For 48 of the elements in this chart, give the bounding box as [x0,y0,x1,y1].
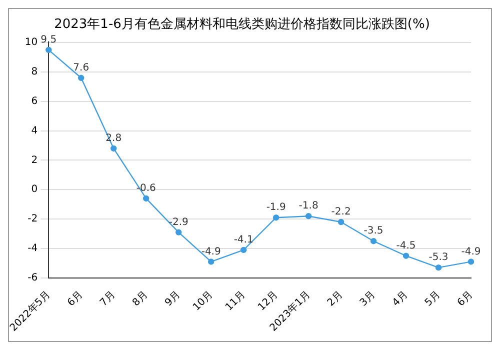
point [143,195,150,202]
data-label: -4.9 [461,246,481,258]
y-tick-label: -6 [28,272,38,284]
point [272,214,280,221]
point [370,238,377,244]
data-label: -1.8 [298,200,318,212]
x-tick-label: 2月 [326,289,345,309]
x-tick-label: 7月 [98,289,118,309]
x-tick-label: 12月 [256,289,280,314]
x-tick-label: 3月 [358,289,378,309]
x-tick-label: 8月 [130,289,150,309]
point [175,229,182,236]
data-label: -5.3 [428,252,448,264]
x-tick-label: 5月 [423,289,442,309]
x-tick-label: 6月 [66,289,86,309]
data-label: -3.5 [364,226,384,237]
x-tick-label: 11月 [224,289,248,314]
point [78,74,84,81]
y-tick-label: -2 [28,214,38,225]
data-label: -4.9 [201,246,221,258]
point [110,145,117,152]
data-label: -4.1 [234,234,254,246]
x-tick-label: 4月 [390,289,410,309]
point [305,213,312,220]
data-label: -2.2 [331,206,351,218]
y-tick-label: -4 [28,243,38,254]
chart-title: 2023年1-6月有色金属材料和电线类购进价格指数同比涨跌图(%) [54,17,430,32]
y-tick-label: 10 [24,37,38,48]
data-label: 9.5 [40,34,57,46]
point [240,246,247,254]
x-tick-label: 6月 [456,289,475,309]
x-tick-label: 10月 [191,289,216,314]
y-tick-label: 4 [31,125,38,136]
y-tick-label: 6 [31,96,38,108]
data-label: -1.9 [266,202,286,214]
y-tick-label: 8 [31,66,38,78]
data-label: -2.9 [168,216,188,228]
x-tick-label: 9月 [163,289,183,309]
point [435,264,442,271]
y-tick-label: 2 [31,154,38,166]
point [468,258,474,265]
data-label: 7.6 [73,62,90,74]
point [402,252,410,259]
y-tick-label: 0 [31,184,38,196]
point [46,46,52,54]
point [338,218,344,226]
point [208,258,214,265]
data-label: -4.5 [396,240,416,252]
